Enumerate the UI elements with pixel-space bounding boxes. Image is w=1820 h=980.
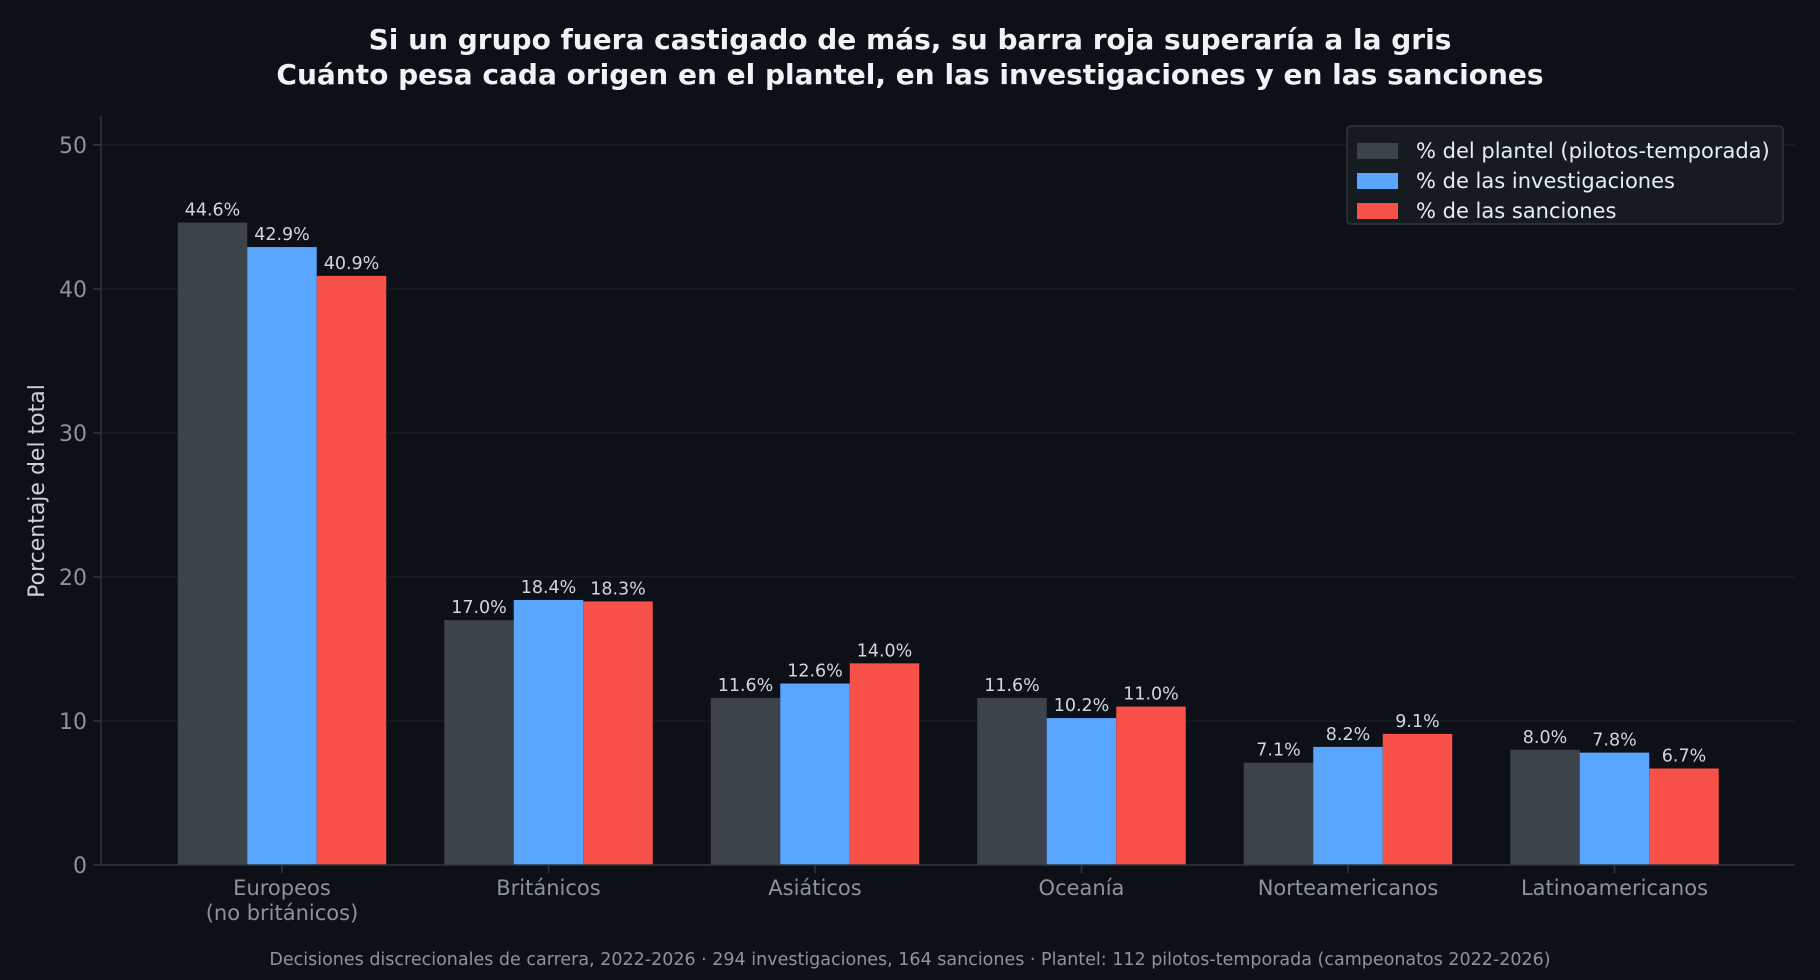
bar bbox=[177, 222, 248, 866]
y-tick-label: 20 bbox=[59, 566, 87, 591]
legend-label: % de las investigaciones bbox=[1416, 169, 1675, 193]
y-axis-label: Porcentaje del total bbox=[25, 384, 50, 598]
bar-value-label: 17.0% bbox=[451, 598, 507, 618]
legend-box bbox=[1346, 125, 1784, 225]
x-tick-label: Oceanía bbox=[1039, 876, 1125, 900]
bar bbox=[1382, 733, 1453, 865]
bar-value-label: 40.9% bbox=[324, 254, 380, 274]
bar-value-label: 8.0% bbox=[1523, 728, 1567, 748]
legend-swatch bbox=[1357, 203, 1398, 219]
bar-value-label: 9.1% bbox=[1395, 712, 1439, 732]
legend-swatch bbox=[1357, 173, 1398, 189]
bar bbox=[1649, 768, 1719, 865]
bar-value-label: 7.8% bbox=[1592, 731, 1636, 751]
y-tick-label: 40 bbox=[59, 278, 87, 303]
bar-value-label: 18.3% bbox=[590, 579, 646, 599]
bar-value-label: 42.9% bbox=[254, 225, 310, 245]
bar-value-label: 18.4% bbox=[521, 578, 577, 598]
x-tick-label: Latinoamericanos bbox=[1521, 876, 1708, 900]
x-tick-label: Asiáticos bbox=[768, 876, 861, 900]
bar-value-label: 7.1% bbox=[1256, 741, 1300, 761]
y-tick-label: 50 bbox=[59, 134, 87, 159]
bar bbox=[1046, 718, 1117, 865]
chart-subtitle: Cuánto pesa cada origen en el plantel, e… bbox=[276, 58, 1543, 91]
data-labels-group: 44.6% 42.9% 40.9% 17.0% 18.4% 18.3% 11.6% 12.6%… bbox=[185, 201, 1707, 767]
bar bbox=[1579, 752, 1650, 865]
bar-value-label: 14.0% bbox=[857, 641, 913, 661]
chart-title: Si un grupo fuera castigado de más, su b… bbox=[369, 23, 1452, 56]
bar bbox=[1510, 749, 1580, 865]
y-tick-label: 0 bbox=[73, 854, 87, 879]
x-tick-label: Europeos bbox=[233, 876, 331, 900]
x-tick-label: Británicos bbox=[496, 876, 600, 900]
legend-label: % de las sanciones bbox=[1416, 199, 1616, 223]
bar bbox=[444, 620, 514, 865]
bar-value-label: 8.2% bbox=[1326, 725, 1370, 745]
bar-value-label: 11.6% bbox=[984, 676, 1040, 696]
bar bbox=[780, 683, 850, 865]
x-tick-label: Norteamericanos bbox=[1258, 876, 1439, 900]
x-tick-label: (no británicos) bbox=[206, 901, 359, 925]
bar bbox=[1313, 746, 1383, 865]
legend-label: % del plantel (pilotos-temporada) bbox=[1416, 139, 1770, 163]
bar bbox=[1243, 762, 1314, 865]
bar-value-label: 11.6% bbox=[718, 676, 774, 696]
legend: % del plantel (pilotos-temporada) % de la… bbox=[1346, 125, 1784, 225]
bar-value-label: 11.0% bbox=[1123, 685, 1179, 705]
bars-group bbox=[177, 222, 1719, 866]
y-tick-label: 10 bbox=[59, 710, 87, 735]
bar bbox=[513, 599, 584, 865]
bar-value-label: 6.7% bbox=[1662, 746, 1706, 766]
axes-group: 0 10 20 30 40 50 Europeos(no británicos) Britán… bbox=[59, 116, 1795, 925]
bar-value-label: 44.6% bbox=[185, 201, 241, 221]
y-tick-label: 30 bbox=[59, 422, 87, 447]
bar bbox=[1116, 706, 1186, 865]
bar bbox=[247, 247, 317, 865]
bar bbox=[583, 601, 653, 865]
bar-value-label: 12.6% bbox=[787, 662, 843, 682]
chart-caption: Decisiones discrecionales de carrera, 20… bbox=[269, 950, 1550, 970]
bar bbox=[977, 697, 1047, 865]
legend-swatch bbox=[1357, 143, 1398, 159]
bar-value-label: 10.2% bbox=[1054, 696, 1110, 716]
bar bbox=[710, 697, 781, 865]
bar bbox=[849, 663, 920, 865]
bar bbox=[316, 275, 387, 865]
